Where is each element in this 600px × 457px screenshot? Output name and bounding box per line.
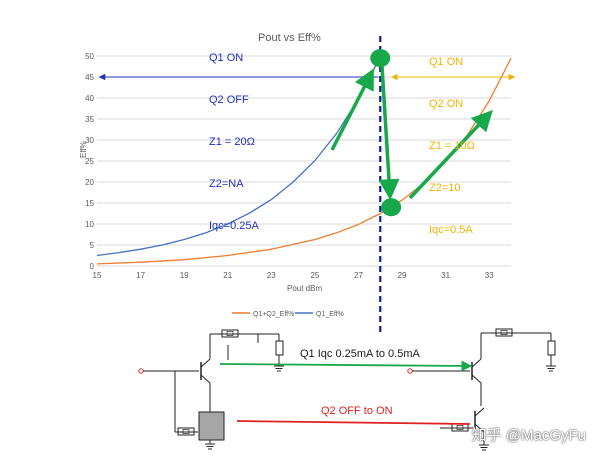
y-tick-label: 40: [85, 94, 94, 103]
annotation-overlay: [98, 36, 516, 332]
x-tick-label: 25: [310, 271, 319, 280]
x-tick-label: 31: [441, 271, 450, 280]
right-collector-resistor-inner: [500, 330, 508, 335]
y-tick-label: 25: [85, 157, 94, 166]
right-state-line-4: Z2=10: [429, 182, 461, 194]
y-tick-label: 20: [85, 178, 94, 187]
q1-bias-change-label: Q1 Iqc 0.25mA to 0.5mA: [300, 348, 420, 360]
circuit-diagram: [138, 328, 556, 451]
legend-label-2: Q1_Eff%: [316, 311, 344, 318]
left-input-terminal: [138, 368, 144, 374]
x-tick-label: 27: [354, 271, 363, 280]
y-tick-label: 10: [85, 220, 94, 229]
efficiency-drop-arrow: [378, 65, 400, 201]
left-output-cap: [275, 340, 284, 356]
x-tick-label: 17: [136, 271, 145, 280]
y-tick-label: 35: [85, 115, 94, 124]
left-state-line-5: Iqc=0.25A: [209, 220, 259, 232]
q1-transistor-right-collector: [471, 358, 482, 368]
low-efficiency-point: [381, 198, 402, 217]
high-efficiency-point: [370, 49, 391, 68]
left-collector-resistor-inner: [226, 331, 234, 336]
left-state-annotation: Q1 ON Q2 OFF Z1 = 20Ω Z2=NA Iqc=0.25A: [209, 23, 259, 247]
q1-bias-arrow: [219, 360, 473, 372]
q1-transistor-right-emitter: [471, 374, 482, 384]
x-tick-labels: 15 17 19 21 23 25 27 29 31 33: [93, 271, 495, 280]
y-tick-labels: 0 5 10 15 20 25 30 35 40 45 50: [85, 52, 94, 271]
right-state-line-3: Z1 = 10Ω: [429, 140, 475, 152]
y-tick-label: 0: [90, 262, 95, 271]
q1-transistor-emitter: [200, 374, 211, 384]
q2-transistor-emitter: [474, 423, 485, 433]
x-tick-label: 21: [223, 271, 232, 280]
y-tick-label: 30: [85, 136, 94, 145]
x-axis-label: Pout dBm: [287, 284, 323, 293]
x-tick-label: 19: [180, 271, 189, 280]
x-tick-label: 15: [93, 271, 102, 280]
q2-device-block: [198, 411, 225, 441]
right-state-annotation: Q1 ON Q2 ON Z1 = 10Ω Z2=10 Iqc=0.5A: [429, 27, 475, 251]
left-state-line-3: Z1 = 20Ω: [209, 136, 255, 148]
y-tick-label: 50: [85, 52, 94, 61]
left-collector-resistor: [221, 329, 239, 338]
efficiency-rise-arrow-1: [330, 68, 374, 151]
left-bias-resistor: [177, 427, 195, 436]
q2-transistor-collector: [474, 407, 485, 417]
left-state-line-1: Q1 ON: [209, 52, 244, 64]
x-tick-label: 33: [485, 271, 494, 280]
efficiency-rise-arrow-2: [408, 109, 493, 200]
left-state-line-2: Q2 OFF: [209, 94, 249, 106]
legend-label-1: Q1+Q2_Eff%: [253, 311, 294, 318]
right-state-line-1: Q1 ON: [429, 56, 464, 68]
left-bias-resistor-inner: [182, 429, 190, 434]
x-tick-label: 29: [398, 271, 407, 280]
right-state-line-5: Iqc=0.5A: [429, 224, 473, 236]
right-collector-resistor: [495, 328, 513, 337]
right-q2-bias-resistor-inner: [456, 425, 464, 430]
y-tick-label: 5: [90, 241, 95, 250]
left-state-line-4: Z2=NA: [209, 178, 244, 190]
watermark: 知乎 @MacGyFu: [471, 427, 586, 444]
right-output-cap: [547, 340, 556, 356]
y-tick-label: 45: [85, 73, 94, 82]
y-tick-label: 15: [85, 199, 94, 208]
q2-switch-label: Q2 OFF to ON: [321, 405, 393, 417]
right-input-terminal: [407, 368, 413, 374]
right-state-line-2: Q2 ON: [429, 98, 464, 110]
chart-title: Pout vs Eff%: [258, 32, 321, 44]
y-axis-label: Eff%: [79, 141, 88, 158]
legend: Q1+Q2_Eff% Q1_Eff%: [232, 311, 344, 318]
x-tick-label: 23: [267, 271, 276, 280]
q1-transistor-collector: [200, 358, 211, 368]
q2-switch-arrow: [236, 420, 471, 425]
